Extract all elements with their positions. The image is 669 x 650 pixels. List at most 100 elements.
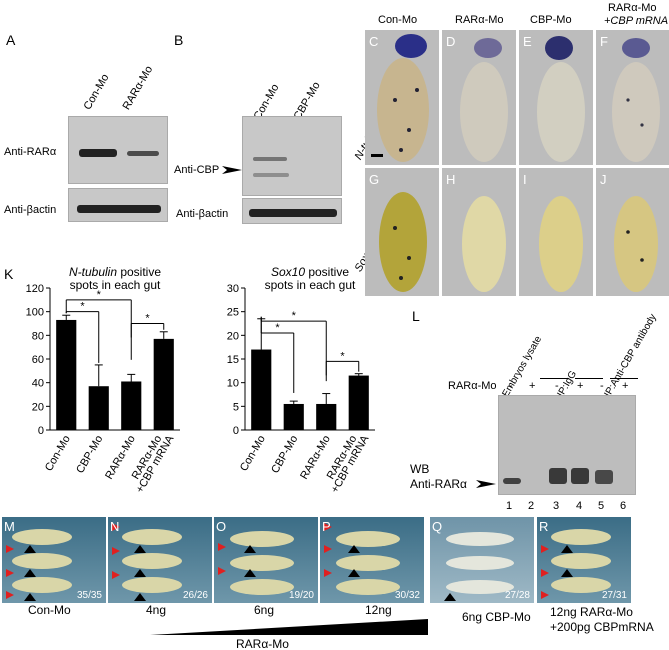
gut-image-j: J: [596, 168, 669, 296]
column-header-cbp-mrna: +CBP mRNA: [604, 15, 669, 27]
y-tick-label: 15: [227, 354, 239, 366]
panel-label-r: R: [539, 519, 549, 534]
lane-label-rara-mo: RARα-Mo: [120, 63, 156, 112]
column-header-con-mo: Con-Mo: [378, 14, 418, 26]
panel-label-l: L: [412, 308, 420, 324]
sign: +: [577, 380, 584, 392]
significance-star: *: [97, 289, 102, 301]
lane-number: 6: [620, 500, 627, 512]
gut-image-i: I: [519, 168, 593, 296]
y-tick-label: 10: [227, 378, 239, 390]
sign: -: [509, 380, 513, 392]
panel-label-g: G: [369, 172, 380, 187]
blot-band: [571, 468, 589, 484]
tadpole-label-con-mo: Con-Mo: [28, 603, 71, 617]
lane-label-con-mo: Con-Mo: [81, 72, 112, 112]
sign: +: [622, 380, 629, 392]
bar: [153, 338, 174, 430]
lane-number: 5: [598, 500, 605, 512]
panel-label-j: J: [600, 172, 607, 187]
bar: [121, 381, 142, 430]
western-blot-rara: [68, 116, 168, 184]
bar: [316, 403, 337, 430]
tadpole-image-p: P 30/32: [320, 517, 424, 603]
sign: -: [600, 380, 604, 392]
blot-row-label-anti-bactin: Anti-βactin: [176, 208, 229, 220]
gut-image-d: D: [442, 30, 516, 165]
significance-star: *: [292, 310, 297, 322]
tadpole-label-cbp-mo: 6ng CBP-Mo: [462, 610, 531, 624]
divider: [610, 378, 638, 379]
panel-label-b: B: [174, 32, 184, 48]
chart-title: Sox10 positive: [271, 265, 349, 279]
column-header-rara-mo-2: RARα-Mo: [608, 2, 657, 14]
y-tick-label: 0: [233, 425, 239, 437]
tadpole-image-n: N 26/26: [108, 517, 212, 603]
y-tick-label: 25: [227, 307, 239, 319]
divider: [540, 378, 568, 379]
tadpole-shapes: [112, 523, 182, 601]
gradient-label: RARα-Mo: [236, 637, 289, 650]
chart-title: spots in each gut: [70, 278, 161, 292]
fraction-label: 35/35: [76, 590, 102, 601]
x-tick-label: Con-Mo: [43, 434, 73, 474]
panel-label-q: Q: [432, 519, 443, 534]
bar: [56, 319, 77, 430]
x-tick-label: CBP-Mo: [269, 434, 300, 476]
wb-label: WB: [410, 462, 430, 476]
sign: +: [529, 380, 536, 392]
fraction-label: 27/28: [504, 590, 530, 601]
column-header-rara-mo: RARα-Mo: [455, 14, 504, 26]
western-blot-bactin-b: [242, 198, 342, 224]
western-blot-cbp: [242, 116, 342, 196]
tadpole-label-cbp-mrna: +200pg CBPmRNA: [550, 620, 654, 634]
y-tick-label: 120: [26, 283, 44, 295]
y-tick-label: 40: [32, 378, 44, 390]
blot-band: [503, 478, 521, 484]
blot-band: [77, 205, 161, 213]
panel-label-o: O: [216, 519, 227, 534]
blot-row-label-anti-bactin: Anti-βactin: [4, 204, 57, 216]
gut-image-c: C: [365, 30, 439, 165]
blot-band: [549, 468, 567, 484]
blot-row-label-anti-cbp: Anti-CBP: [174, 164, 220, 176]
tadpole-image-o: O 19/20: [214, 517, 318, 603]
panel-label-m: M: [4, 519, 15, 534]
col-header-anti-cbp: IP:Anti-CBP antibody: [602, 312, 659, 399]
tadpole-image-r: R 27/31: [537, 517, 631, 603]
significance-star: *: [275, 322, 280, 334]
y-tick-label: 80: [32, 330, 44, 342]
tadpole-shapes: [324, 523, 400, 595]
y-tick-label: 5: [233, 401, 239, 413]
gut-shape: [537, 36, 585, 162]
wb-target-label: Anti-RARα: [410, 477, 467, 491]
tadpole-image-m: M 35/35: [2, 517, 106, 603]
fraction-label: 30/32: [394, 590, 420, 601]
blot-band: [127, 151, 159, 156]
tadpole-shapes: [444, 532, 514, 601]
gut-shape: [377, 34, 429, 162]
blot-band: [249, 209, 337, 217]
panel-label-a: A: [6, 32, 16, 48]
panel-label-n: N: [110, 519, 120, 534]
significance-star: *: [80, 301, 85, 313]
co-ip-blot: [498, 395, 636, 495]
gut-shape: [460, 38, 508, 162]
y-tick-label: 30: [227, 283, 239, 295]
gut-image-e: E: [519, 30, 593, 165]
y-tick-label: 20: [227, 330, 239, 342]
gut-shape: [379, 192, 427, 292]
column-header-cbp-mo: CBP-Mo: [530, 14, 572, 26]
bar: [88, 386, 109, 430]
tadpole-label-4ng: 4ng: [146, 603, 167, 617]
sign: -: [555, 380, 559, 392]
gut-shape: [614, 196, 658, 292]
panel-label-h: H: [446, 172, 456, 187]
tadpole-label-rara-mo: 12ng RARα-Mo: [550, 605, 633, 619]
tadpole-label-6ng: 6ng: [254, 603, 275, 617]
panel-label-i: I: [523, 172, 527, 187]
y-tick-label: 100: [26, 307, 44, 319]
x-tick-label: CBP-Mo: [74, 434, 105, 476]
gut-shape: [462, 196, 506, 292]
lane-number: 2: [528, 500, 535, 512]
